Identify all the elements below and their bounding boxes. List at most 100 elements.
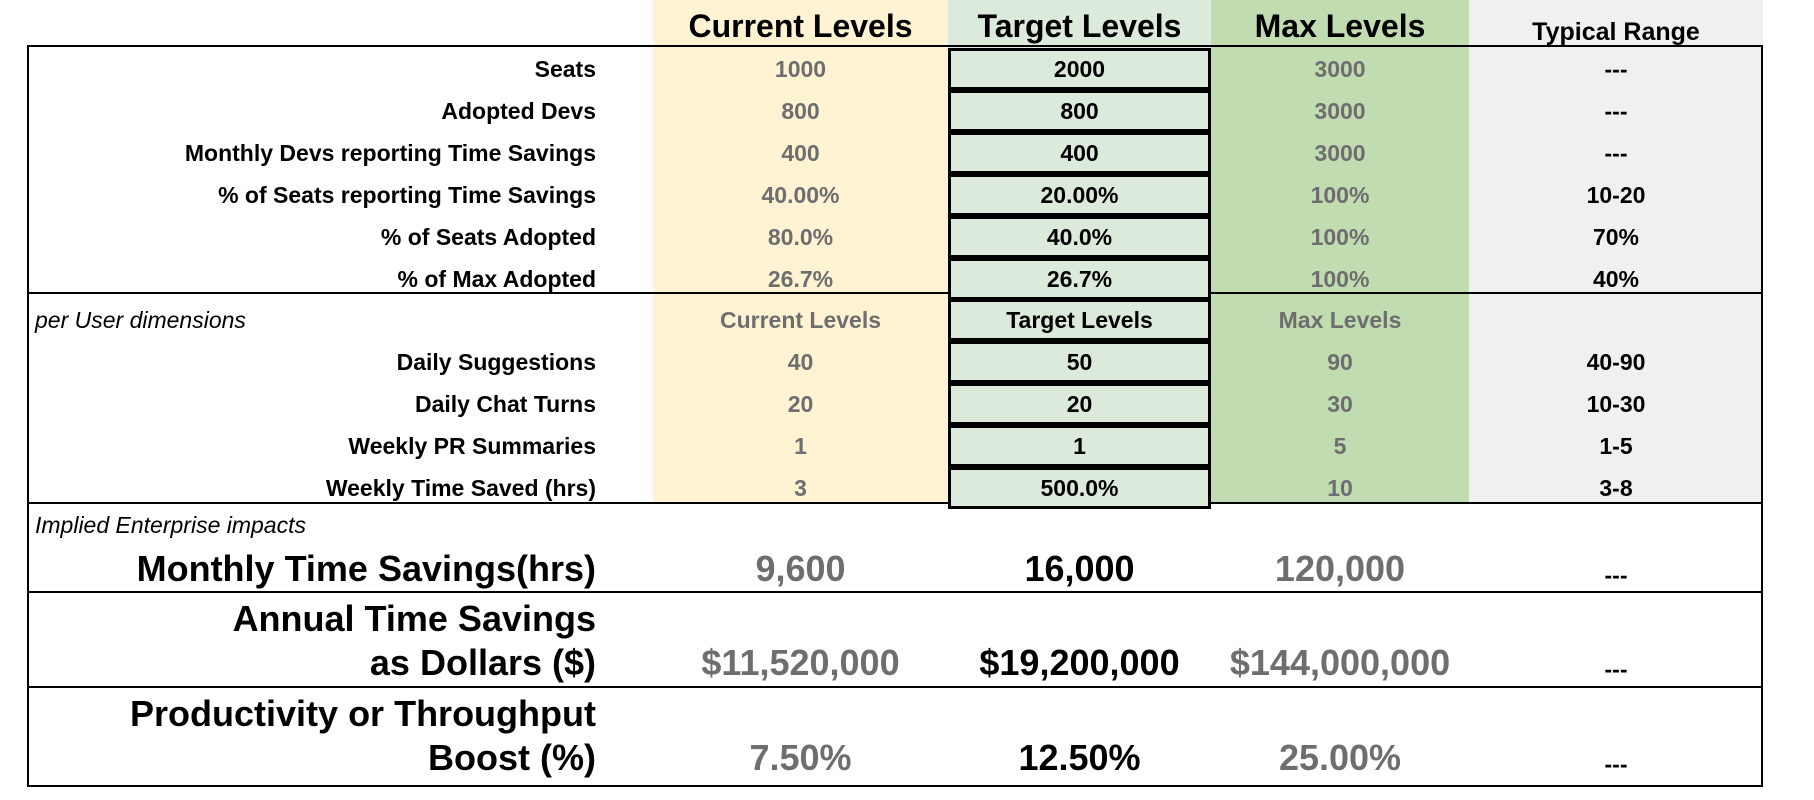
target-cell[interactable]: 500.0% <box>948 467 1211 509</box>
current-value[interactable]: 20 <box>787 391 814 417</box>
typical-value[interactable]: --- <box>1604 98 1628 124</box>
current-value[interactable]: 800 <box>781 98 820 124</box>
current-column-background <box>653 0 948 503</box>
impact-typical-value: --- <box>1604 562 1628 588</box>
max-value[interactable]: 3000 <box>1314 98 1366 124</box>
target-value[interactable]: 500.0% <box>948 467 1211 509</box>
table-row-pct-max-adopted: % of Max Adopted 26.7% 26.7% 100% 40% <box>27 258 1763 300</box>
row-label: Seats <box>534 56 596 82</box>
subheader-target-cell: Target Levels <box>948 299 1211 341</box>
target-value[interactable]: 20.00% <box>948 174 1211 216</box>
max-value[interactable]: 90 <box>1327 349 1353 375</box>
table-row-pct-seats-adopted: % of Seats Adopted 80.0% 40.0% 100% 70% <box>27 216 1763 258</box>
typical-value[interactable]: 40-90 <box>1586 349 1646 375</box>
max-value[interactable]: 30 <box>1327 391 1353 417</box>
typical-value[interactable]: 10-20 <box>1586 182 1646 208</box>
max-value[interactable]: 100% <box>1310 224 1370 250</box>
impact-max-value: 120,000 <box>1274 548 1406 589</box>
impact-target-value: 12.50% <box>1018 737 1141 778</box>
row-label: Daily Suggestions <box>396 349 596 375</box>
subheader-max: Max Levels <box>1278 307 1402 333</box>
impact-label-line2: as Dollars ($) <box>369 642 596 683</box>
target-cell[interactable]: 800 <box>948 90 1211 132</box>
table-row-seats: Seats 1000 2000 3000 --- <box>27 48 1763 90</box>
typical-value[interactable]: --- <box>1604 56 1628 82</box>
header-max-levels: Max Levels <box>1254 8 1426 44</box>
row-label: % of Seats reporting Time Savings <box>218 182 596 208</box>
typical-value[interactable]: 70% <box>1592 224 1640 250</box>
target-value[interactable]: 800 <box>948 90 1211 132</box>
divider-productivity <box>27 686 1763 688</box>
row-label: Adopted Devs <box>441 98 596 124</box>
typical-value[interactable]: 40% <box>1592 266 1640 292</box>
max-value[interactable]: 100% <box>1310 182 1370 208</box>
impact-row-monthly-time-savings: Monthly Time Savings(hrs) 9,600 16,000 1… <box>27 547 1763 591</box>
typical-value[interactable]: 1-5 <box>1599 433 1633 459</box>
table-frame <box>27 45 1763 787</box>
row-label: Weekly PR Summaries <box>348 433 596 459</box>
target-cell[interactable]: 40.0% <box>948 216 1211 258</box>
table-row-daily-chat-turns: Daily Chat Turns 20 20 30 10-30 <box>27 383 1763 425</box>
typical-value[interactable]: 10-30 <box>1586 391 1646 417</box>
current-value[interactable]: 1 <box>794 433 807 459</box>
table-row-pct-seats-reporting: % of Seats reporting Time Savings 40.00%… <box>27 174 1763 216</box>
table-row-weekly-time-saved: Weekly Time Saved (hrs) 3 500.0% 10 3-8 <box>27 467 1763 509</box>
per-user-header-row: per User dimensions Current Levels Targe… <box>27 299 1763 341</box>
current-value[interactable]: 400 <box>781 140 820 166</box>
header-typical-range: Typical Range <box>1532 18 1700 46</box>
target-cell[interactable]: 400 <box>948 132 1211 174</box>
max-column-background <box>1211 0 1469 503</box>
max-value[interactable]: 10 <box>1327 475 1353 501</box>
row-label: Weekly Time Saved (hrs) <box>325 475 596 501</box>
table-row-weekly-pr-summaries: Weekly PR Summaries 1 1 5 1-5 <box>27 425 1763 467</box>
impact-max-value: 25.00% <box>1278 737 1402 778</box>
divider-per-user <box>27 292 1763 294</box>
divider-impacts <box>27 502 1763 504</box>
impact-row-annual-dollars: Annual Time Savings as Dollars ($) $11,5… <box>27 597 1763 685</box>
target-value[interactable]: 1 <box>948 425 1211 467</box>
impact-typical-value: --- <box>1604 656 1628 682</box>
subheader-target: Target Levels <box>948 299 1211 341</box>
target-value[interactable]: 40.0% <box>948 216 1211 258</box>
table-row-daily-suggestions: Daily Suggestions 40 50 90 40-90 <box>27 341 1763 383</box>
max-value[interactable]: 5 <box>1333 433 1347 459</box>
impact-target-value: 16,000 <box>1024 548 1135 589</box>
row-label: Monthly Devs reporting Time Savings <box>184 140 596 166</box>
target-cell[interactable]: 20.00% <box>948 174 1211 216</box>
typical-value[interactable]: 3-8 <box>1599 475 1633 501</box>
impacts-section-label: Implied Enterprise impacts <box>35 512 306 538</box>
current-value[interactable]: 3 <box>794 475 807 501</box>
per-user-section-label: per User dimensions <box>35 307 246 333</box>
typical-column-background <box>1469 0 1763 503</box>
table-row-adopted-devs: Adopted Devs 800 800 3000 --- <box>27 90 1763 132</box>
max-value[interactable]: 3000 <box>1314 140 1366 166</box>
row-label: Daily Chat Turns <box>414 391 596 417</box>
current-value[interactable]: 26.7% <box>767 266 834 292</box>
target-value[interactable]: 400 <box>948 132 1211 174</box>
typical-value[interactable]: --- <box>1604 140 1628 166</box>
impact-typical-value: --- <box>1604 751 1628 777</box>
current-value[interactable]: 1000 <box>774 56 827 82</box>
target-value[interactable]: 50 <box>948 341 1211 383</box>
current-value[interactable]: 80.0% <box>767 224 834 250</box>
current-value[interactable]: 40 <box>787 349 814 375</box>
impact-current-value: $11,520,000 <box>701 642 900 683</box>
table-row-monthly-devs: Monthly Devs reporting Time Savings 400 … <box>27 132 1763 174</box>
target-value[interactable]: 26.7% <box>948 258 1211 300</box>
impact-current-value: 9,600 <box>755 548 846 589</box>
current-value[interactable]: 40.00% <box>761 182 840 208</box>
target-cell[interactable]: 26.7% <box>948 258 1211 300</box>
target-cell[interactable]: 20 <box>948 383 1211 425</box>
impact-label: Monthly Time Savings(hrs) <box>136 548 596 589</box>
impact-max-value: $144,000,000 <box>1229 642 1451 683</box>
max-value[interactable]: 100% <box>1310 266 1370 292</box>
impact-current-value: 7.50% <box>749 737 852 778</box>
subheader-current: Current Levels <box>719 307 882 333</box>
target-value[interactable]: 20 <box>948 383 1211 425</box>
impact-target-value: $19,200,000 <box>979 642 1180 683</box>
max-value[interactable]: 3000 <box>1314 56 1366 82</box>
target-cell[interactable]: 50 <box>948 341 1211 383</box>
target-cell[interactable]: 1 <box>948 425 1211 467</box>
target-cell[interactable]: 2000 <box>948 48 1211 90</box>
target-value[interactable]: 2000 <box>948 48 1211 90</box>
